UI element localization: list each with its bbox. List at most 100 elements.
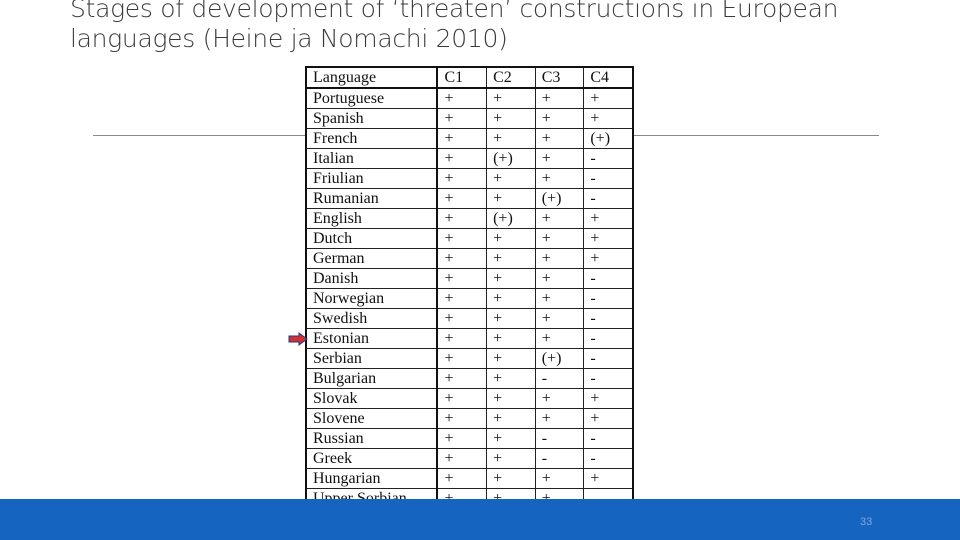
table-row: Spanish + + + +	[305, 108, 634, 129]
stage-cell-c1: +	[436, 408, 488, 429]
stage-cell-c2: +	[486, 368, 536, 389]
stage-cell-c4: +	[583, 108, 634, 129]
stages-table: Language C1 C2 C3 C4 Portuguese + + + + Spani…	[305, 66, 634, 510]
stage-cell-c2: (+)	[486, 208, 536, 229]
stage-cell-c2: +	[486, 128, 536, 149]
stage-cell-c2: +	[486, 268, 536, 289]
stage-cell-c2: (+)	[486, 148, 536, 169]
table-row: Dutch + + + +	[305, 228, 634, 249]
language-cell: Friulian	[305, 168, 439, 189]
language-cell: English	[305, 208, 439, 229]
stage-cell-c1: +	[436, 288, 488, 309]
stage-cell-c3: +	[534, 248, 585, 269]
stage-cell-c1: +	[436, 388, 488, 409]
stages-table-image: Language C1 C2 C3 C4 Portuguese + + + + Spani…	[305, 66, 634, 510]
stage-cell-c3: +	[534, 388, 585, 409]
stage-cell-c2: +	[486, 448, 536, 469]
stage-cell-c4: -	[583, 188, 634, 209]
stage-cell-c4: +	[583, 408, 634, 429]
language-cell: Estonian	[305, 328, 439, 349]
table-row: Slovene + + + +	[305, 408, 634, 429]
table-row: Estonian + + + -	[305, 328, 634, 349]
stage-cell-c1: +	[436, 128, 488, 149]
stage-cell-c1: +	[436, 348, 488, 369]
stage-cell-c3: +	[534, 308, 585, 329]
stage-cell-c2: +	[486, 248, 536, 269]
language-cell: Spanish	[305, 108, 439, 129]
stage-cell-c3: +	[534, 268, 585, 289]
table-row: Norwegian + + + -	[305, 288, 634, 309]
header-language: Language	[305, 66, 439, 89]
table-row: Danish + + + -	[305, 268, 634, 289]
language-cell: Slovene	[305, 408, 439, 429]
stage-cell-c1: +	[436, 328, 488, 349]
table-row: French + + + (+)	[305, 128, 634, 149]
table-row: Russian + + - -	[305, 428, 634, 449]
stage-cell-c3: +	[534, 128, 585, 149]
stage-cell-c4: (+)	[583, 128, 634, 149]
table-header-row: Language C1 C2 C3 C4	[305, 66, 634, 89]
stage-cell-c2: +	[486, 87, 536, 109]
stage-cell-c3: +	[534, 108, 585, 129]
stage-cell-c4: -	[583, 428, 634, 449]
language-cell: Bulgarian	[305, 368, 439, 389]
stage-cell-c2: +	[486, 388, 536, 409]
stage-cell-c1: +	[436, 228, 488, 249]
stage-cell-c2: +	[486, 168, 536, 189]
stage-cell-c3: +	[534, 228, 585, 249]
stage-cell-c1: +	[436, 368, 488, 389]
stage-cell-c3: +	[534, 328, 585, 349]
page-number: 33	[860, 516, 873, 528]
stage-cell-c4: -	[583, 148, 634, 169]
language-cell: Dutch	[305, 228, 439, 249]
stage-cell-c4: -	[583, 268, 634, 289]
table-row: German + + + +	[305, 248, 634, 269]
table-row: Slovak + + + +	[305, 388, 634, 409]
stage-cell-c2: +	[486, 348, 536, 369]
table-body: Portuguese + + + + Spanish + + + + French + + + (+) Ita…	[305, 87, 634, 510]
stage-cell-c1: +	[436, 268, 488, 289]
stage-cell-c3: +	[534, 468, 585, 489]
header-c2: C2	[486, 66, 536, 89]
stage-cell-c3: +	[534, 87, 585, 109]
table-row: Friulian + + + -	[305, 168, 634, 189]
header-c4: C4	[583, 66, 634, 89]
language-cell: German	[305, 248, 439, 269]
stage-cell-c1: +	[436, 188, 488, 209]
table-row: Rumanian + + (+) -	[305, 188, 634, 209]
stage-cell-c3: -	[534, 428, 585, 449]
stage-cell-c2: +	[486, 468, 536, 489]
header-c1: C1	[436, 66, 488, 89]
stage-cell-c4: -	[583, 348, 634, 369]
language-cell: Italian	[305, 148, 439, 169]
stage-cell-c4: +	[583, 87, 634, 109]
language-cell: Rumanian	[305, 188, 439, 209]
stage-cell-c1: +	[436, 87, 488, 109]
language-cell: Serbian	[305, 348, 439, 369]
stage-cell-c4: -	[583, 328, 634, 349]
stage-cell-c4: -	[583, 288, 634, 309]
stage-cell-c3: (+)	[534, 348, 585, 369]
stage-cell-c2: +	[486, 288, 536, 309]
stage-cell-c4: -	[583, 368, 634, 389]
stage-cell-c2: +	[486, 428, 536, 449]
stage-cell-c1: +	[436, 468, 488, 489]
language-cell: Swedish	[305, 308, 439, 329]
stage-cell-c1: +	[436, 148, 488, 169]
stage-cell-c1: +	[436, 168, 488, 189]
stage-cell-c2: +	[486, 188, 536, 209]
slide-title-line-2: languages (Heine ja Nomachi 2010)	[70, 24, 508, 53]
table-row: Serbian + + (+) -	[305, 348, 634, 369]
stage-cell-c1: +	[436, 448, 488, 469]
arrow-right-icon	[288, 332, 308, 346]
language-cell: Norwegian	[305, 288, 439, 309]
table-row: Hungarian + + + +	[305, 468, 634, 489]
language-cell: French	[305, 128, 439, 149]
stage-cell-c3: -	[534, 368, 585, 389]
stage-cell-c2: +	[486, 408, 536, 429]
language-cell: Greek	[305, 448, 439, 469]
slide-title-line-1: Stages of development of ‘threaten’ cons…	[70, 0, 839, 23]
language-cell: Russian	[305, 428, 439, 449]
header-c3: C3	[534, 66, 585, 89]
stage-cell-c4: +	[583, 208, 634, 229]
